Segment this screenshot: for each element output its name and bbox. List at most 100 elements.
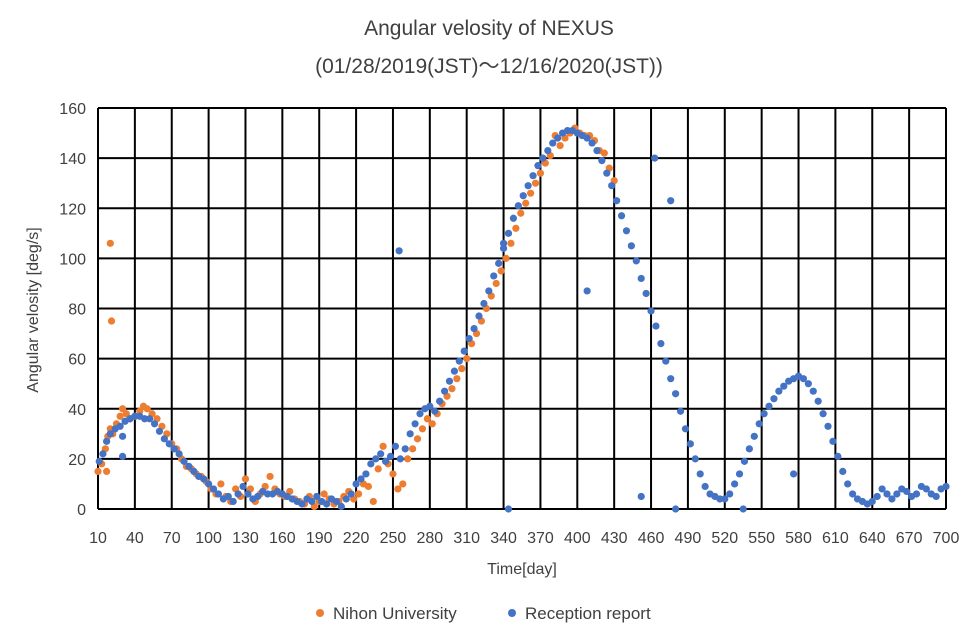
data-point bbox=[531, 179, 540, 187]
data-point bbox=[765, 402, 773, 410]
data-point bbox=[367, 460, 375, 468]
data-point bbox=[155, 427, 164, 435]
data-point bbox=[122, 410, 130, 418]
data-point bbox=[600, 149, 608, 157]
data-point bbox=[701, 482, 709, 491]
data-point bbox=[888, 495, 896, 503]
data-point bbox=[399, 480, 407, 488]
data-point bbox=[829, 437, 837, 445]
data-point bbox=[431, 407, 439, 415]
data-point bbox=[352, 480, 360, 488]
data-point bbox=[642, 289, 650, 298]
legend-label-nihon: Nihon University bbox=[333, 604, 457, 623]
data-point bbox=[175, 450, 183, 458]
x-tick-label: 340 bbox=[490, 530, 517, 547]
data-point bbox=[401, 445, 409, 453]
series-reception-report bbox=[95, 126, 950, 513]
data-point bbox=[632, 257, 640, 265]
data-point bbox=[651, 154, 659, 162]
data-point bbox=[107, 317, 116, 325]
data-point bbox=[637, 492, 645, 501]
data-point bbox=[527, 189, 535, 197]
x-tick-label: 220 bbox=[343, 530, 370, 547]
x-tick-label: 70 bbox=[163, 530, 181, 547]
data-point bbox=[244, 490, 252, 498]
data-point bbox=[465, 334, 473, 343]
data-point bbox=[514, 202, 522, 210]
data-point bbox=[622, 227, 631, 235]
data-point bbox=[662, 357, 670, 365]
data-point bbox=[224, 492, 232, 501]
data-point bbox=[411, 420, 419, 428]
data-point bbox=[809, 387, 817, 395]
data-point bbox=[652, 322, 660, 330]
data-point bbox=[394, 485, 402, 493]
data-point bbox=[180, 457, 188, 465]
data-point bbox=[436, 397, 444, 405]
data-point bbox=[627, 242, 635, 250]
data-point bbox=[780, 382, 788, 390]
data-point bbox=[448, 385, 456, 393]
data-point bbox=[475, 312, 483, 320]
data-point bbox=[739, 505, 747, 513]
data-point bbox=[942, 482, 950, 491]
x-tick-labels: 10 40 70 100 130 160 190 220 250 280 310 340 370 400 4… bbox=[89, 530, 959, 547]
data-point bbox=[819, 410, 827, 418]
data-point bbox=[460, 347, 468, 355]
data-point bbox=[455, 357, 463, 365]
data-point bbox=[241, 475, 250, 483]
data-point bbox=[217, 480, 225, 488]
data-point bbox=[497, 267, 505, 275]
data-point bbox=[583, 287, 591, 295]
data-point bbox=[337, 502, 345, 511]
data-points bbox=[94, 124, 950, 513]
data-point bbox=[868, 497, 876, 506]
data-point bbox=[118, 452, 127, 460]
y-tick-label: 20 bbox=[68, 452, 86, 469]
x-tick-label: 190 bbox=[306, 530, 333, 547]
data-point bbox=[507, 239, 515, 247]
y-tick-label: 120 bbox=[59, 201, 86, 218]
data-point bbox=[322, 500, 331, 508]
data-point bbox=[922, 485, 930, 493]
data-point bbox=[681, 425, 690, 433]
data-point bbox=[332, 497, 341, 506]
data-point bbox=[416, 410, 424, 418]
data-point bbox=[362, 470, 370, 478]
data-point bbox=[522, 199, 530, 207]
data-point bbox=[428, 420, 436, 428]
y-axis-label: Angular velosity [deg/s] bbox=[25, 227, 42, 392]
x-tick-label: 460 bbox=[638, 530, 665, 547]
legend-marker-nihon bbox=[316, 609, 324, 617]
y-tick-labels: 0 20 40 60 80 100 120 140 160 bbox=[59, 101, 86, 519]
x-tick-label: 310 bbox=[453, 530, 480, 547]
y-tick-label: 100 bbox=[59, 251, 86, 268]
x-tick-label: 670 bbox=[896, 530, 923, 547]
data-point bbox=[136, 407, 144, 415]
data-point bbox=[539, 154, 547, 162]
data-point bbox=[409, 445, 417, 453]
data-point bbox=[617, 212, 626, 220]
data-point bbox=[517, 209, 525, 217]
y-tick-label: 40 bbox=[68, 402, 86, 419]
data-point bbox=[143, 405, 151, 413]
data-point bbox=[440, 387, 449, 395]
data-point bbox=[790, 470, 798, 478]
data-point bbox=[750, 432, 758, 440]
data-point bbox=[453, 375, 461, 383]
data-point bbox=[903, 487, 911, 496]
data-point bbox=[672, 505, 680, 513]
data-point bbox=[165, 440, 173, 448]
data-point bbox=[418, 425, 427, 433]
data-point bbox=[200, 475, 208, 483]
chart-title: Angular velosity of NEXUS bbox=[364, 17, 614, 40]
data-point bbox=[775, 387, 783, 395]
data-point bbox=[844, 480, 852, 488]
data-point bbox=[755, 420, 763, 428]
chart-subtitle: (01/28/2019(JST)～12/16/2020(JST)) bbox=[315, 55, 663, 78]
data-point bbox=[313, 492, 321, 501]
data-point bbox=[379, 442, 387, 450]
data-point bbox=[878, 485, 886, 493]
data-point bbox=[583, 134, 591, 142]
data-point bbox=[308, 497, 316, 506]
